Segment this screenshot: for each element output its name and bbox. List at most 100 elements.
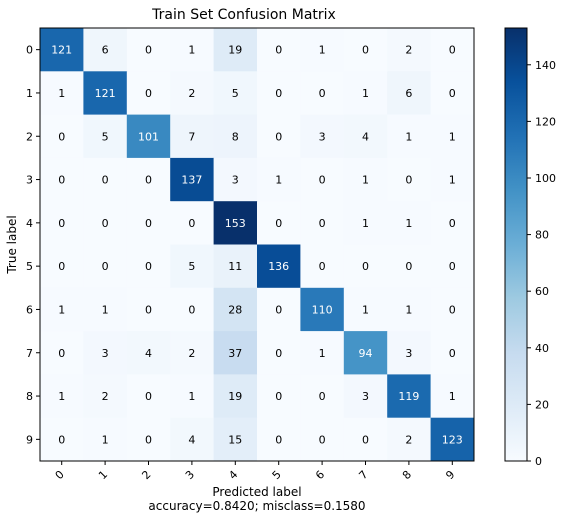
heatmap-cell xyxy=(257,244,301,289)
cell-value-label: 3 xyxy=(102,347,109,360)
heatmap-cell xyxy=(430,417,475,462)
colorbar-tick-label: 20 xyxy=(535,398,549,411)
y-tick-label: 7 xyxy=(26,347,33,360)
cell-value-label: 0 xyxy=(449,44,456,57)
cell-value-label: 1 xyxy=(449,390,456,403)
plot-frame xyxy=(39,27,475,462)
chart-title: Train Set Confusion Matrix xyxy=(151,7,336,23)
cell-value-label: 15 xyxy=(228,433,242,446)
heatmap-cell xyxy=(343,287,388,332)
heatmap-cell xyxy=(40,157,84,202)
cell-value-label: 2 xyxy=(405,44,412,57)
heatmap-cell xyxy=(343,417,388,462)
cell-value-label: 1 xyxy=(362,303,369,316)
heatmap-cell xyxy=(83,244,128,289)
x-tick-label: 7 xyxy=(356,468,370,482)
cell-value-label: 5 xyxy=(102,130,109,143)
cell-value-label: 5 xyxy=(188,260,195,273)
heatmap-cell xyxy=(213,374,258,419)
cell-value-label: 0 xyxy=(275,433,282,446)
cell-value-label: 11 xyxy=(228,260,242,273)
cell-value-label: 4 xyxy=(188,433,195,446)
cell-value-label: 6 xyxy=(102,44,109,57)
cell-value-label: 0 xyxy=(102,217,109,230)
cell-value-label: 0 xyxy=(362,260,369,273)
cell-value-label: 5 xyxy=(232,87,239,100)
heatmap-cell xyxy=(430,71,475,116)
heatmap-cell xyxy=(40,114,84,159)
cell-value-label: 1 xyxy=(405,217,412,230)
heatmap-cell xyxy=(300,201,345,245)
heatmap-cell xyxy=(257,331,301,375)
heatmap-cell xyxy=(387,201,432,245)
heatmap-cells xyxy=(40,28,475,462)
heatmap-cell xyxy=(126,244,171,289)
cell-value-label: 1 xyxy=(102,433,109,446)
heatmap-cell xyxy=(170,157,215,202)
heatmap-cell xyxy=(430,157,475,202)
heatmap-cell xyxy=(430,114,475,159)
cell-value-label: 7 xyxy=(188,130,195,143)
cell-value-label: 3 xyxy=(319,130,326,143)
cell-value-label: 0 xyxy=(58,130,65,143)
heatmap-cell xyxy=(343,28,388,72)
heatmap-cell xyxy=(83,114,128,159)
cell-value-label: 0 xyxy=(145,87,152,100)
heatmap-cell xyxy=(83,201,128,245)
cell-value-label: 1 xyxy=(405,303,412,316)
heatmap-cell xyxy=(257,417,301,462)
cell-value-label: 0 xyxy=(58,174,65,187)
cell-value-label: 0 xyxy=(145,433,152,446)
cell-value-label: 4 xyxy=(362,130,369,143)
cell-value-label: 1 xyxy=(102,303,109,316)
heatmap-cell xyxy=(126,331,171,375)
cell-value-label: 0 xyxy=(405,260,412,273)
cell-value-label: 37 xyxy=(228,347,242,360)
heatmap-cell xyxy=(83,28,128,72)
heatmap-cell xyxy=(40,201,84,245)
cell-value-label: 0 xyxy=(145,260,152,273)
heatmap-cell xyxy=(300,28,345,72)
cell-value-label: 0 xyxy=(58,217,65,230)
cell-value-label: 0 xyxy=(449,303,456,316)
cell-value-label: 0 xyxy=(275,217,282,230)
cell-value-label: 2 xyxy=(188,87,195,100)
heatmap-cell xyxy=(126,71,171,116)
heatmap-cell xyxy=(257,114,301,159)
heatmap-cell xyxy=(430,201,475,245)
cell-value-label: 0 xyxy=(58,347,65,360)
heatmap-cell-labels: 121 6 0 1 19 0 1 0 2 01 121 0 2 5 0 0 1 6 00 5 101 7 8 0 3 4 1 10 0 0… xyxy=(51,44,463,447)
colorbar-tick-label: 0 xyxy=(535,455,542,468)
x-tick-label: 2 xyxy=(139,468,153,482)
heatmap-cell xyxy=(83,71,128,116)
cell-value-label: 28 xyxy=(228,303,242,316)
heatmap-cell xyxy=(387,114,432,159)
heatmap-cell xyxy=(387,71,432,116)
heatmap-cell xyxy=(300,157,345,202)
y-axis-ticks: 0 1 2 3 4 5 6 7 8 9 xyxy=(26,44,40,446)
heatmap-cell xyxy=(343,157,388,202)
cell-value-label: 0 xyxy=(319,260,326,273)
heatmap-cell xyxy=(126,201,171,245)
heatmap-cell xyxy=(83,374,128,419)
heatmap-cell xyxy=(430,244,475,289)
x-axis-label: Predicted label xyxy=(212,485,301,499)
heatmap-cell xyxy=(343,374,388,419)
heatmap-cell xyxy=(343,114,388,159)
heatmap-cell xyxy=(40,374,84,419)
cell-value-label: 0 xyxy=(362,433,369,446)
cell-value-label: 0 xyxy=(102,260,109,273)
cell-value-label: 3 xyxy=(405,347,412,360)
heatmap-cell xyxy=(213,417,258,462)
cell-value-label: 19 xyxy=(228,390,242,403)
y-tick-label: 0 xyxy=(26,44,33,57)
heatmap-cell xyxy=(213,201,258,245)
heatmap-cell xyxy=(300,417,345,462)
heatmap-cell xyxy=(126,374,171,419)
cell-value-label: 136 xyxy=(268,260,289,273)
heatmap-cell xyxy=(430,331,475,375)
chart-footer: accuracy=0.8420; misclass=0.1580 xyxy=(148,499,365,513)
cell-value-label: 0 xyxy=(275,87,282,100)
heatmap-cell xyxy=(387,417,432,462)
